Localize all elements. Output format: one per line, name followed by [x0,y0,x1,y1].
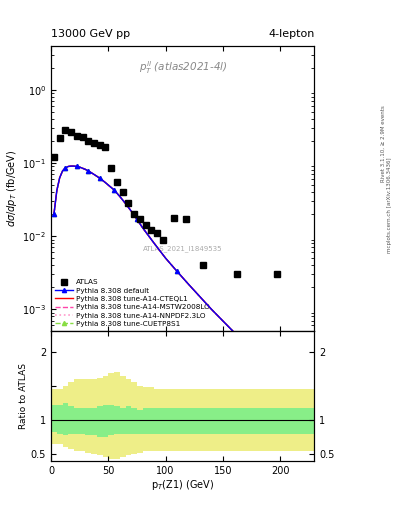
Text: 13000 GeV pp: 13000 GeV pp [51,29,130,39]
Legend: ATLAS, Pythia 8.308 default, Pythia 8.308 tune-A14-CTEQL1, Pythia 8.308 tune-A14: ATLAS, Pythia 8.308 default, Pythia 8.30… [53,277,212,329]
Text: mcplots.cern.ch [arXiv:1306.3436]: mcplots.cern.ch [arXiv:1306.3436] [387,157,391,252]
X-axis label: p$_T$(Z1) (GeV): p$_T$(Z1) (GeV) [151,478,215,493]
Y-axis label: $d\sigma/dp_T$ (fb/GeV): $d\sigma/dp_T$ (fb/GeV) [6,150,20,227]
Y-axis label: Ratio to ATLAS: Ratio to ATLAS [19,363,28,429]
Text: ATLAS_2021_I1849535: ATLAS_2021_I1849535 [143,246,222,252]
Text: 4-lepton: 4-lepton [268,29,314,39]
Text: $p_T^{ll}$ (atlas2021-4l): $p_T^{ll}$ (atlas2021-4l) [138,59,227,76]
Text: Rivet 3.1.10, ≥ 2.9M events: Rivet 3.1.10, ≥ 2.9M events [381,105,386,182]
